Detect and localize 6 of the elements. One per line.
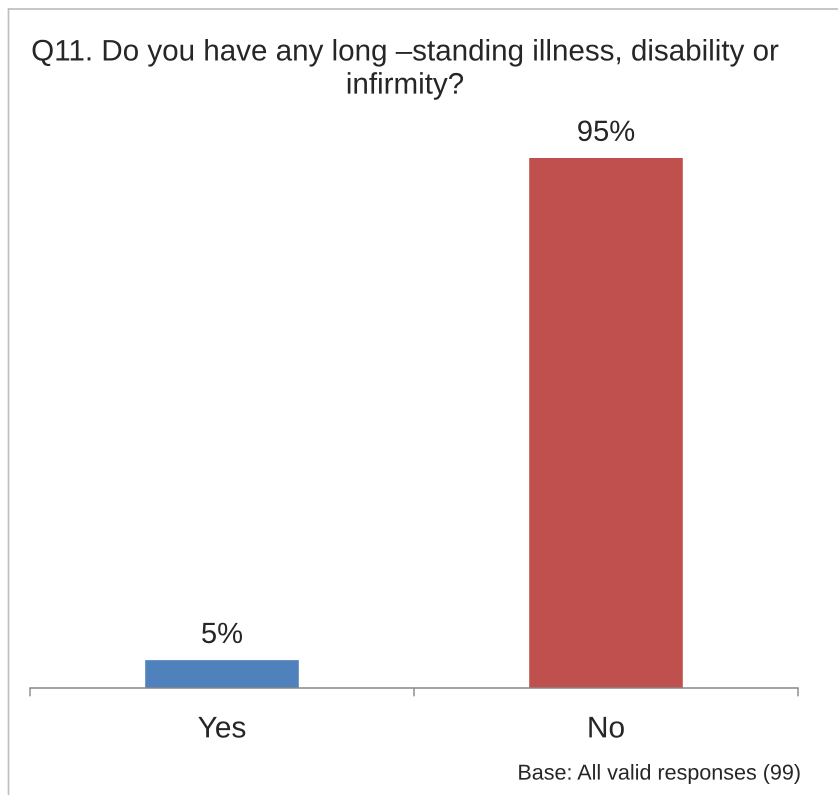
- data-label: 95%: [578, 120, 634, 142]
- x-tick-label: No: [589, 716, 624, 738]
- x-tick-label: Yes: [198, 716, 246, 738]
- chart-title: Q11. Do you have any long –standing illness, disability or infirmity?: [32, 39, 778, 100]
- data-label: 5%: [202, 622, 242, 644]
- text: Base: All valid responses (99): [519, 764, 800, 784]
